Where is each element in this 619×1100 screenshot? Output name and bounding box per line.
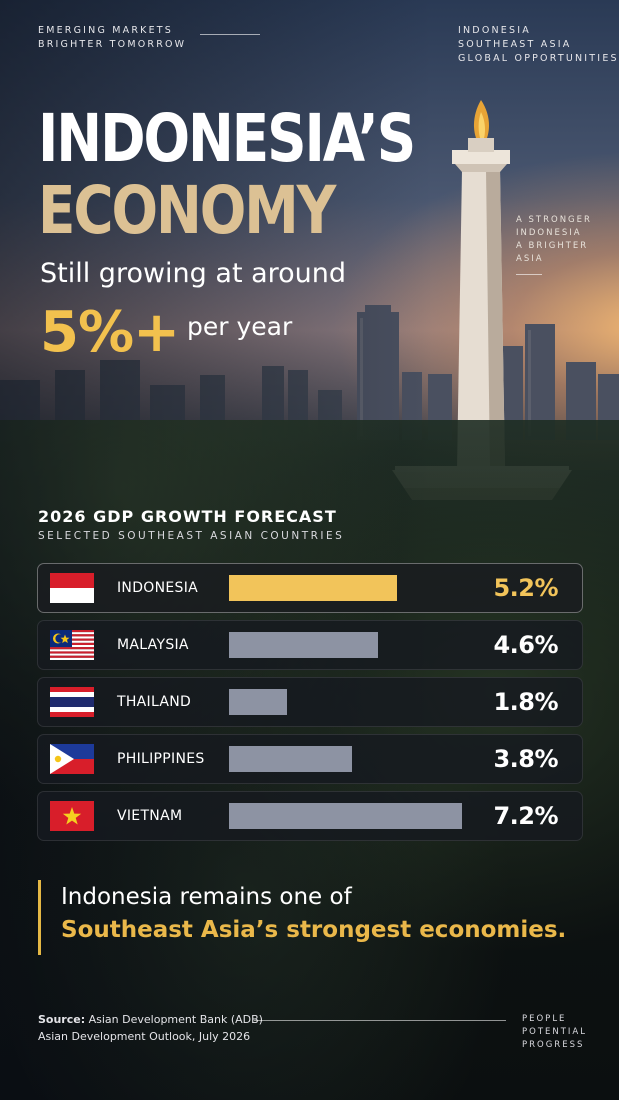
- footer-tag-line: PROGRESS: [522, 1040, 585, 1050]
- side-tagline: A STRONGER INDONESIA A BRIGHTER ASIA: [516, 214, 592, 266]
- vietnam-flag-icon: [50, 801, 94, 831]
- side-tag-divider: [516, 274, 542, 275]
- thailand-flag-icon: [50, 687, 94, 717]
- header-right-line: SOUTHEAST ASIA: [458, 39, 572, 50]
- gdp-growth-bar-chart: INDONESIA 5.2% MALAYSIA 4.6% THAILAND 1.8% PHI…: [37, 563, 583, 845]
- footer-divider: [254, 1020, 506, 1021]
- quote-line1: Indonesia remains one of: [61, 884, 352, 910]
- chart-value-label: 4.6%: [493, 631, 558, 659]
- header-left-line: EMERGING MARKETS: [38, 25, 174, 36]
- footer-tag-line: PEOPLE: [522, 1014, 567, 1024]
- quote-line2: Southeast Asia’s strongest economies.: [61, 917, 567, 943]
- source-label: Source:: [38, 1013, 86, 1026]
- indonesia-flag-icon: [50, 573, 94, 603]
- chart-subtitle: SELECTED SOUTHEAST ASIAN COUNTRIES: [38, 530, 345, 542]
- source-name: Asian Development Bank (ADB): [88, 1013, 263, 1026]
- chart-row-vietnam: VIETNAM 7.2%: [37, 791, 583, 841]
- philippines-flag-icon: [50, 744, 94, 774]
- side-tag-line: INDONESIA: [516, 228, 582, 238]
- chart-bar: [229, 575, 397, 601]
- side-tag-line: A BRIGHTER: [516, 241, 589, 251]
- chart-value-label: 3.8%: [493, 745, 558, 773]
- chart-bar: [229, 632, 378, 658]
- quote-accent-bar: [38, 880, 41, 955]
- hero-title-line1: INDONESIA’S: [38, 100, 416, 177]
- chart-category-label: INDONESIA: [117, 580, 199, 596]
- hero-title-line2: ECONOMY: [38, 172, 336, 249]
- hero-stat: 5%+ per year: [40, 300, 292, 365]
- chart-value-label: 7.2%: [493, 802, 558, 830]
- header-left-tagline: EMERGING MARKETS BRIGHTER TOMORROW: [38, 24, 186, 52]
- footer-tagline: PEOPLE POTENTIAL PROGRESS: [522, 1013, 587, 1052]
- side-tag-line: A STRONGER: [516, 215, 592, 225]
- chart-bar: [229, 746, 352, 772]
- source-detail: Asian Development Outlook, July 2026: [38, 1030, 251, 1043]
- chart-row-indonesia: INDONESIA 5.2%: [37, 563, 583, 613]
- hero-stat-tail: per year: [187, 312, 293, 341]
- chart-category-label: PHILIPPINES: [117, 751, 205, 767]
- hero-stat-value: 5%+: [40, 300, 180, 365]
- chart-category-label: THAILAND: [117, 694, 192, 710]
- chart-bar: [229, 803, 462, 829]
- malaysia-flag-icon: [50, 630, 94, 660]
- header-right-line: GLOBAL OPPORTUNITIES: [458, 53, 619, 64]
- footer-tag-line: POTENTIAL: [522, 1027, 587, 1037]
- chart-row-malaysia: MALAYSIA 4.6%: [37, 620, 583, 670]
- header-left-line: BRIGHTER TOMORROW: [38, 39, 187, 50]
- chart-category-label: VIETNAM: [117, 808, 183, 824]
- source-citation: Source: Asian Development Bank (ADB) Asi…: [38, 1011, 263, 1045]
- chart-value-label: 1.8%: [493, 688, 558, 716]
- side-tag-line: ASIA: [516, 254, 544, 264]
- header-right-tagline: INDONESIA SOUTHEAST ASIA GLOBAL OPPORTUN…: [458, 24, 619, 66]
- chart-category-label: MALAYSIA: [117, 637, 189, 653]
- hero-subtitle: Still growing at around: [40, 258, 347, 289]
- chart-row-philippines: PHILIPPINES 3.8%: [37, 734, 583, 784]
- chart-row-thailand: THAILAND 1.8%: [37, 677, 583, 727]
- chart-bar: [229, 689, 287, 715]
- header-right-line: INDONESIA: [458, 25, 531, 36]
- chart-title: 2026 GDP GROWTH FORECAST: [38, 507, 337, 526]
- header-divider: [200, 34, 260, 35]
- chart-value-label: 5.2%: [493, 574, 558, 602]
